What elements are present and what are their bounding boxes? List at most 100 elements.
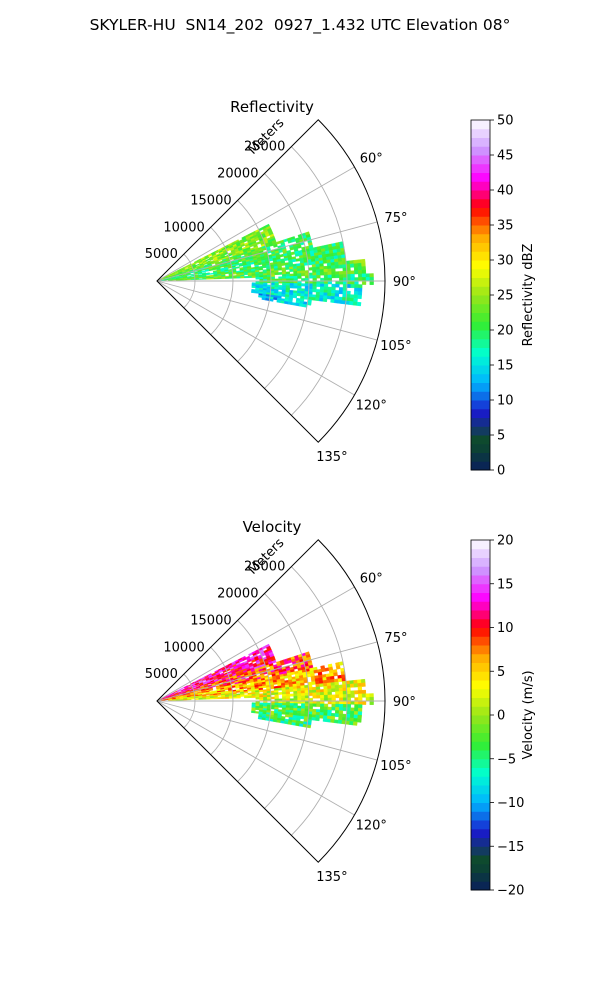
colorbar-segment xyxy=(471,365,490,375)
echo-cell xyxy=(331,286,336,291)
echo-cell xyxy=(334,684,340,689)
echo-cell xyxy=(338,287,344,291)
echo-cell xyxy=(354,277,359,282)
echo-cell xyxy=(338,716,343,721)
echo-cell xyxy=(312,283,317,287)
echo-cell xyxy=(289,268,294,272)
echo-cell xyxy=(365,273,370,278)
echo-cell xyxy=(282,282,287,286)
echo-cell xyxy=(270,706,275,710)
echo-cell xyxy=(308,283,313,287)
echo-cell xyxy=(312,269,317,274)
echo-cell xyxy=(346,704,351,708)
echo-cell xyxy=(278,702,283,706)
echo-cell xyxy=(243,691,249,694)
echo-region xyxy=(251,702,363,726)
echo-cell xyxy=(342,690,348,695)
echo-cell xyxy=(353,679,358,684)
echo-cell xyxy=(331,694,336,699)
echo-cell xyxy=(190,698,196,700)
echo-cell xyxy=(266,276,272,280)
echo-cell xyxy=(291,302,297,306)
echo-cell xyxy=(338,684,343,689)
echo-cell xyxy=(297,275,302,279)
echo-cell xyxy=(285,276,291,279)
echo-cell xyxy=(339,277,344,282)
echo-cell xyxy=(311,686,317,691)
colorbar-segment xyxy=(471,286,490,296)
echo-cell xyxy=(338,713,343,718)
colorbar-tick-label: 25 xyxy=(497,289,514,304)
echo-cell xyxy=(312,692,317,696)
echo-cell xyxy=(350,273,355,278)
echo-cell xyxy=(298,303,304,307)
echo-cell xyxy=(353,714,359,719)
echo-cell xyxy=(361,693,367,698)
echo-cell xyxy=(357,682,362,688)
echo-cell xyxy=(361,280,367,285)
echo-cell xyxy=(194,698,199,700)
colorbar-segment xyxy=(471,251,490,261)
echo-cell xyxy=(346,270,351,275)
echo-cell xyxy=(278,692,283,695)
colorbar-segment xyxy=(471,566,490,576)
azimuth-tick-label: 90° xyxy=(393,275,416,290)
azimuth-gridline xyxy=(156,586,355,702)
echo-cell xyxy=(335,274,340,279)
echo-cell xyxy=(369,697,374,702)
echo-cell xyxy=(357,707,363,712)
echo-cell xyxy=(357,294,362,300)
range-tick-label: 5000 xyxy=(145,247,178,262)
echo-cell xyxy=(270,692,275,696)
colorbar-tick-label: 35 xyxy=(497,219,514,234)
echo-cell xyxy=(353,294,359,299)
echo-cell xyxy=(357,690,363,695)
echo-cell xyxy=(323,283,329,288)
echo-cell xyxy=(289,688,294,692)
echo-cell xyxy=(349,301,354,306)
echo-cell xyxy=(312,708,317,713)
echo-cell xyxy=(342,694,348,698)
echo-cell xyxy=(308,286,313,290)
echo-cell xyxy=(316,275,321,279)
echo-cell xyxy=(342,700,348,705)
echo-cell xyxy=(342,707,348,712)
echo-cell xyxy=(323,706,329,711)
echo-cell xyxy=(315,289,321,293)
echo-cell xyxy=(350,277,355,282)
echo-cell xyxy=(297,693,302,697)
echo-cell xyxy=(202,698,207,700)
colorbar-tick-label: 30 xyxy=(497,254,514,269)
echo-cell xyxy=(311,681,316,685)
echo-cell xyxy=(316,283,321,287)
echo-cell xyxy=(315,266,321,271)
echo-cell xyxy=(354,280,359,285)
echo-cell xyxy=(300,267,306,272)
colorbar-segment xyxy=(471,330,490,340)
echo-cell xyxy=(225,697,230,699)
colorbar-segment xyxy=(471,312,490,322)
echo-cell xyxy=(304,692,310,697)
colorbar-tick-label: 15 xyxy=(497,577,514,592)
echo-cell xyxy=(331,703,336,708)
echo-cell xyxy=(183,699,188,701)
echo-cell xyxy=(327,274,332,279)
colorbar-segment xyxy=(471,163,490,173)
echo-cell xyxy=(327,709,332,714)
echo-cell xyxy=(354,284,359,289)
echo-cell xyxy=(304,288,310,292)
echo-cell xyxy=(334,290,340,294)
echo-cell xyxy=(358,273,363,278)
echo-cell xyxy=(201,270,206,273)
echo-cell xyxy=(350,710,355,715)
echo-cell xyxy=(327,277,333,282)
echo-cell xyxy=(297,285,302,289)
echo-cell xyxy=(334,299,339,304)
echo-cell xyxy=(293,273,298,277)
echo-cell xyxy=(270,282,275,286)
echo-cell xyxy=(334,688,340,692)
echo-cell xyxy=(353,711,359,716)
echo-cell xyxy=(259,277,264,280)
colorbar-segment xyxy=(471,400,490,410)
